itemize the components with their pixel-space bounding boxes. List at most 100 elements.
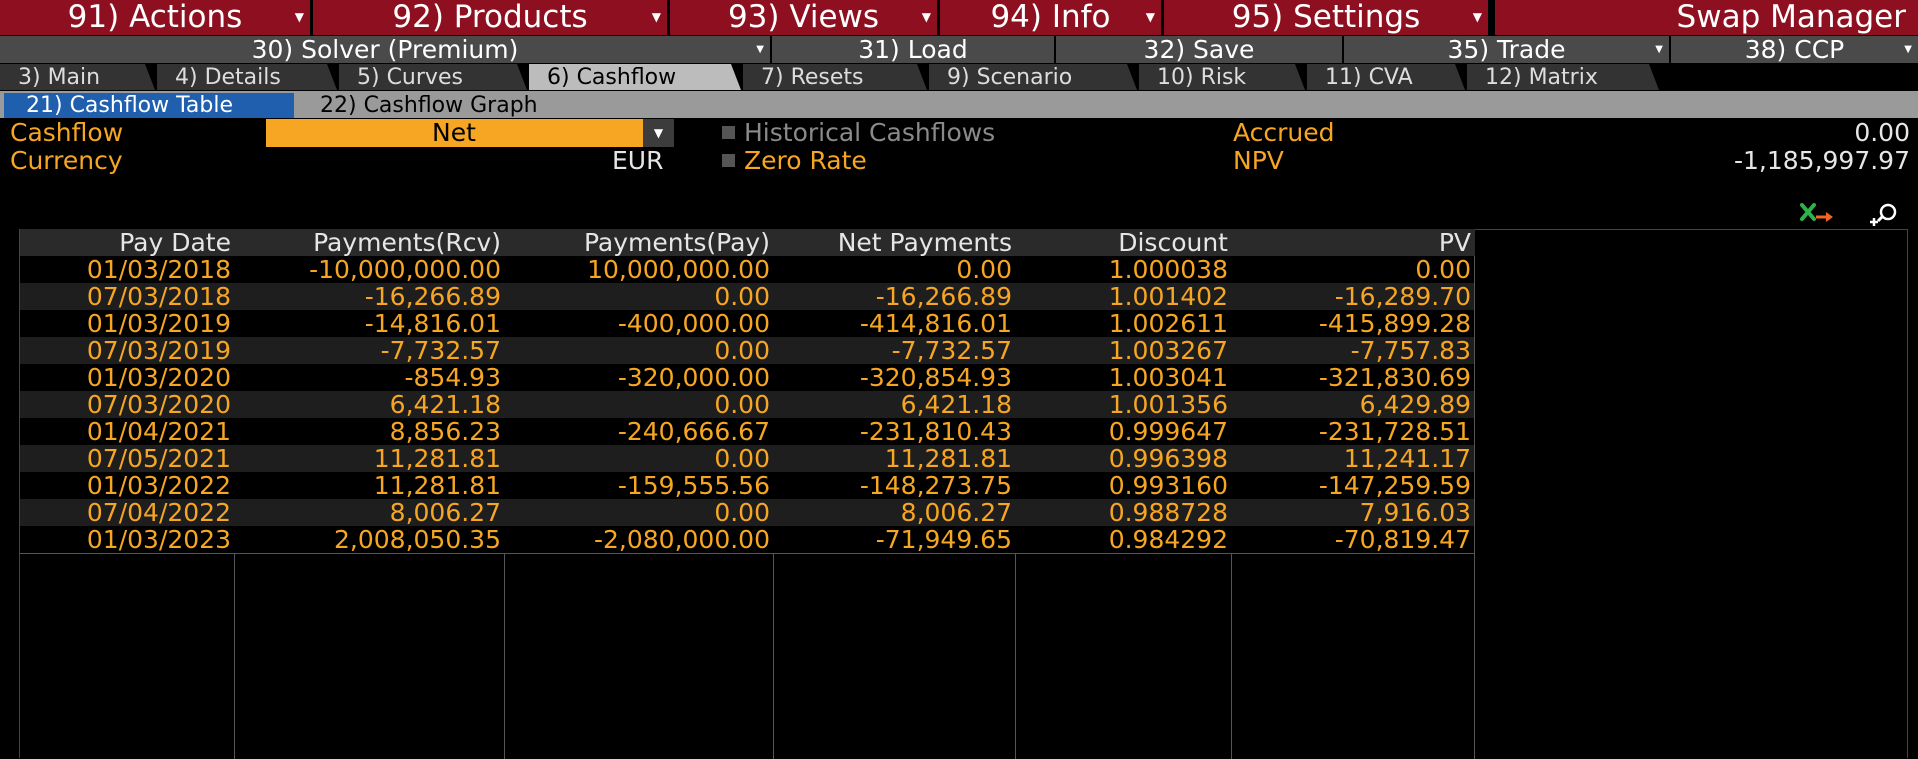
- cell-net-payments: -414,816.01: [859, 309, 1012, 338]
- cell-payments-rcv: 11,281.81: [373, 471, 501, 500]
- views-menu[interactable]: 93) Views ▼: [670, 0, 937, 35]
- ccp-button[interactable]: 38) CCP ▼: [1671, 36, 1918, 63]
- tab-matrix[interactable]: 12) Matrix: [1467, 64, 1659, 90]
- tab-curves[interactable]: 5) Curves: [339, 64, 527, 90]
- table-row[interactable]: 01/03/2018 -10,000,000.00 10,000,000.00 0.0…: [20, 256, 1474, 283]
- table-row[interactable]: 01/03/2019 -14,816.01 -400,000.00 -414,816.…: [20, 310, 1474, 337]
- historical-cashflows-checkbox[interactable]: [722, 126, 735, 139]
- table-row[interactable]: 07/05/2021 11,281.81 0.00 11,281.81 0.996398…: [20, 445, 1474, 472]
- cell-payments-pay: 10,000,000.00: [587, 255, 770, 284]
- cell-payments-rcv: -7,732.57: [380, 336, 501, 365]
- cell-net-payments: 11,281.81: [884, 444, 1012, 473]
- ccp-button-label: 38) CCP: [1744, 35, 1845, 64]
- trade-button-label: 35) Trade: [1447, 35, 1566, 64]
- table-row[interactable]: 01/03/2023 2,008,050.35 -2,080,000.00 -71,9…: [20, 526, 1474, 553]
- tab-cva[interactable]: 11) CVA: [1307, 64, 1465, 90]
- cell-discount: 0.984292: [1108, 525, 1228, 554]
- products-menu-label: 92) Products: [392, 0, 588, 35]
- cell-pay-date: 01/04/2021: [86, 417, 231, 446]
- cell-pv: -231,728.51: [1318, 417, 1471, 446]
- cell-discount: 1.001402: [1108, 282, 1228, 311]
- settings-menu[interactable]: 95) Settings ▼: [1164, 0, 1488, 35]
- currency-value[interactable]: EUR: [612, 146, 664, 175]
- trade-button[interactable]: 35) Trade ▼: [1344, 36, 1669, 63]
- tab-risk[interactable]: 10) Risk: [1139, 64, 1305, 90]
- cell-payments-pay: -400,000.00: [617, 309, 770, 338]
- cell-pay-date: 01/03/2022: [86, 471, 231, 500]
- chevron-down-icon: ▼: [1904, 44, 1912, 55]
- zero-rate-label: Zero Rate: [744, 146, 867, 175]
- cell-net-payments: -71,949.65: [875, 525, 1012, 554]
- cell-pay-date: 07/03/2020: [86, 390, 231, 419]
- table-row[interactable]: 07/03/2020 6,421.18 0.00 6,421.18 1.001356 6,…: [20, 391, 1474, 418]
- header-payments-rcv[interactable]: Payments(Rcv): [235, 229, 505, 256]
- cashflow-select-value: Net: [432, 118, 476, 147]
- header-discount[interactable]: Discount: [1016, 229, 1232, 256]
- table-row[interactable]: 07/03/2018 -16,266.89 0.00 -16,266.89 1.0014…: [20, 283, 1474, 310]
- cell-pv: -70,819.47: [1334, 525, 1471, 554]
- cell-pay-date: 07/03/2019: [86, 336, 231, 365]
- cell-pv: -7,757.83: [1350, 336, 1471, 365]
- solver-button-label: 30) Solver (Premium): [251, 35, 519, 64]
- info-menu-label: 94) Info: [990, 0, 1111, 35]
- table-row[interactable]: 01/04/2021 8,856.23 -240,666.67 -231,810.43…: [20, 418, 1474, 445]
- chevron-down-icon: ▼: [1472, 10, 1482, 24]
- cell-discount: 0.988728: [1108, 498, 1228, 527]
- cell-payments-pay: 0.00: [714, 498, 770, 527]
- sub-tabs: 21) Cashflow Table 22) Cashflow Graph: [0, 91, 1918, 118]
- cell-net-payments: -16,266.89: [875, 282, 1012, 311]
- table-row[interactable]: 01/03/2020 -854.93 -320,000.00 -320,854.93 1…: [20, 364, 1474, 391]
- cell-payments-pay: 0.00: [714, 390, 770, 419]
- tab-main[interactable]: 3) Main: [0, 64, 155, 90]
- chevron-down-icon[interactable]: ▼: [643, 119, 674, 147]
- cell-pv: 7,916.03: [1359, 498, 1471, 527]
- zoom-plus-icon[interactable]: [1868, 202, 1900, 228]
- cell-pay-date: 07/04/2022: [86, 498, 231, 527]
- excel-export-icon[interactable]: [1800, 203, 1836, 225]
- cell-payments-rcv: -854.93: [404, 363, 502, 392]
- zero-rate-checkbox[interactable]: [722, 154, 735, 167]
- cell-net-payments: -7,732.57: [891, 336, 1012, 365]
- table-row[interactable]: 07/04/2022 8,006.27 0.00 8,006.27 0.988728 7,…: [20, 499, 1474, 526]
- load-button[interactable]: 31) Load: [772, 36, 1054, 63]
- table-row[interactable]: 01/03/2022 11,281.81 -159,555.56 -148,273.7…: [20, 472, 1474, 499]
- header-net-payments[interactable]: Net Payments: [774, 229, 1016, 256]
- header-pv[interactable]: PV: [1232, 229, 1475, 256]
- main-tabs: 3) Main 4) Details 5) Curves 6) Cashflow…: [0, 64, 1918, 90]
- cell-pv: 11,241.17: [1343, 444, 1471, 473]
- cell-discount: 1.003267: [1108, 336, 1228, 365]
- cell-pv: -16,289.70: [1334, 282, 1471, 311]
- settings-menu-label: 95) Settings: [1231, 0, 1421, 35]
- cell-pay-date: 07/05/2021: [86, 444, 231, 473]
- cell-payments-pay: 0.00: [714, 336, 770, 365]
- actions-menu[interactable]: 91) Actions ▼: [0, 0, 310, 35]
- info-menu[interactable]: 94) Info ▼: [940, 0, 1161, 35]
- cell-payments-rcv: -16,266.89: [364, 282, 501, 311]
- cell-payments-rcv: 8,856.23: [389, 417, 501, 446]
- cell-pay-date: 01/03/2018: [86, 255, 231, 284]
- cell-pay-date: 01/03/2019: [86, 309, 231, 338]
- table-row[interactable]: 07/03/2019 -7,732.57 0.00 -7,732.57 1.003267…: [20, 337, 1474, 364]
- tab-scenario[interactable]: 9) Scenario: [929, 64, 1137, 90]
- products-menu[interactable]: 92) Products ▼: [313, 0, 667, 35]
- cell-payments-rcv: 8,006.27: [389, 498, 501, 527]
- npv-label: NPV: [1233, 146, 1284, 175]
- cell-discount: 1.001356: [1108, 390, 1228, 419]
- cell-discount: 1.003041: [1108, 363, 1228, 392]
- cashflow-select[interactable]: Net ▼: [266, 119, 674, 147]
- save-button[interactable]: 32) Save: [1056, 36, 1342, 63]
- subtab-cashflow-graph[interactable]: 22) Cashflow Graph: [320, 93, 538, 118]
- cell-payments-rcv: 2,008,050.35: [334, 525, 501, 554]
- subtab-cashflow-table[interactable]: 21) Cashflow Table: [4, 93, 294, 118]
- chevron-down-icon: ▼: [294, 10, 304, 24]
- tab-resets[interactable]: 7) Resets: [743, 64, 927, 90]
- tab-cashflow[interactable]: 6) Cashflow: [529, 64, 741, 90]
- tab-details[interactable]: 4) Details: [157, 64, 337, 90]
- header-pay-date[interactable]: Pay Date: [20, 229, 235, 256]
- cell-payments-pay: -159,555.56: [617, 471, 770, 500]
- toolbar: 30) Solver (Premium) ▼ 31) Load 32) Save…: [0, 36, 1918, 63]
- solver-button[interactable]: 30) Solver (Premium) ▼: [0, 36, 770, 63]
- app-title: Swap Manager: [1495, 0, 1918, 35]
- cell-net-payments: 8,006.27: [900, 498, 1012, 527]
- header-payments-pay[interactable]: Payments(Pay): [505, 229, 774, 256]
